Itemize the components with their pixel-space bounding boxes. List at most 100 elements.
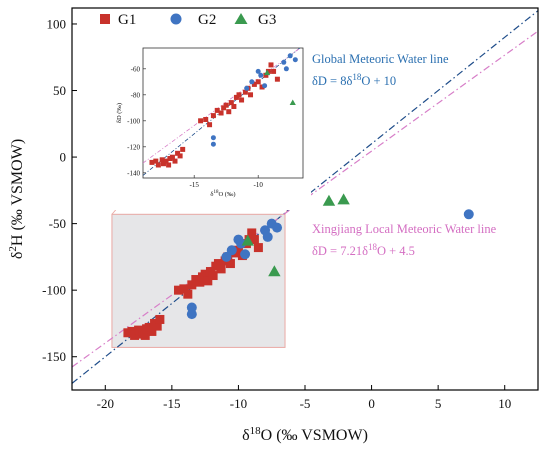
point-g3	[268, 265, 281, 277]
lmwl-equation: δD = 7.21δ18O + 4.5	[312, 242, 415, 258]
inset-point-g2	[210, 141, 216, 147]
y-tick-label: -50	[49, 216, 66, 231]
gmwl-annotation: Global Meteoric Water line δD = 8δ18O + …	[312, 52, 449, 88]
inset-point-g1	[177, 153, 183, 159]
inset-point-g1	[149, 159, 155, 165]
inset-point-g3	[264, 69, 271, 76]
inset-point-g1	[214, 107, 220, 113]
inset-point-g1	[263, 72, 269, 78]
point-g1	[183, 289, 193, 299]
inset-point-g1	[172, 158, 178, 164]
inset-point-g1	[163, 158, 169, 164]
x-tick-label: -20	[97, 396, 114, 411]
point-g2	[240, 249, 251, 260]
inset-point-g1	[169, 154, 175, 160]
point-g1	[233, 245, 243, 255]
inset-point-g1	[175, 150, 181, 156]
point-g2	[463, 209, 474, 220]
inset-point-g2	[210, 135, 216, 141]
inset-point-g1	[221, 105, 227, 111]
lmwl-line	[72, 30, 538, 368]
inset-gmwl-line	[143, 48, 301, 176]
inset-point-g1	[251, 81, 257, 87]
point-g1	[174, 285, 184, 295]
inset-lmwl-line	[143, 48, 301, 164]
y-tick-label: 50	[53, 83, 66, 98]
inset-point-g1	[180, 146, 186, 152]
inset-point-g2	[255, 68, 261, 74]
point-g1	[249, 235, 259, 245]
inset-point-g2	[281, 59, 287, 65]
point-g2	[186, 309, 197, 320]
inset-point-g2	[287, 53, 293, 59]
x-tick-label: -10	[230, 396, 247, 411]
inset-point-g2	[262, 83, 268, 89]
point-g2	[272, 222, 283, 233]
inset-y-tick-label: -100	[127, 117, 140, 125]
point-g3	[241, 234, 254, 246]
lmwl-label: Xingjiang Local Meteoric Water line	[312, 222, 497, 236]
inset-point-g1	[268, 62, 274, 68]
point-g1	[208, 271, 218, 281]
point-g1	[200, 269, 210, 279]
legend-marker-g3	[234, 13, 248, 24]
point-g1	[152, 321, 162, 331]
legend-marker-g1	[100, 14, 110, 24]
inset-y-tick-label: -60	[131, 65, 141, 73]
point-g2	[262, 231, 273, 242]
inset-point-g1	[239, 97, 245, 103]
inset-x-tick-label: -10	[254, 181, 264, 189]
inset-point-g1	[153, 158, 159, 164]
x-tick-label: -15	[163, 396, 180, 411]
point-g1	[179, 284, 189, 294]
inset-point-g1	[259, 84, 265, 90]
inset-point-g2	[258, 72, 264, 78]
point-g1	[155, 314, 165, 324]
inset-point-g1	[265, 68, 271, 74]
point-g1	[147, 326, 157, 336]
water-lines	[72, 10, 538, 384]
x-tick-label: 10	[498, 396, 511, 411]
gmwl-line	[72, 10, 538, 384]
inset-x-tick-label: -15	[190, 181, 200, 189]
inset-point-g1	[166, 162, 172, 168]
legend-label-g1: G1	[118, 12, 136, 28]
inset-content	[143, 48, 301, 176]
legend-label-g3: G3	[258, 12, 276, 28]
inset-point-g1	[198, 118, 204, 124]
x-axis-title: δ18O (‰ VSMOW)	[242, 425, 368, 444]
inset-point-g1	[271, 68, 277, 74]
point-g1	[253, 243, 263, 253]
lmwl-annotation: Xingjiang Local Meteoric Water line δD =…	[312, 222, 497, 258]
point-g3	[337, 193, 350, 205]
inset-point-g1	[233, 94, 239, 100]
point-g2	[226, 245, 237, 256]
data-points	[123, 193, 474, 340]
point-g1	[130, 330, 140, 340]
inset-point-g1	[210, 113, 216, 119]
y-axis-title: δ2H (‰ VSMOW)	[7, 139, 26, 259]
point-g1	[216, 264, 226, 274]
x-tick-label: 0	[368, 396, 375, 411]
inset-plot: -15 -10 -140 -120 -100 -80 -60 δ18O (‰) δD (‰)	[115, 40, 311, 210]
inset-point-g2	[249, 79, 255, 85]
y-tick-label: 0	[60, 150, 67, 165]
inset-y-axis-title: δD (‰)	[116, 103, 123, 123]
point-g1	[213, 259, 223, 269]
inset-x-axis-title: δ18O (‰)	[210, 190, 235, 198]
point-g1	[195, 277, 205, 287]
x-tick-label: 5	[435, 396, 442, 411]
point-g2	[236, 238, 247, 249]
gmwl-label: Global Meteoric Water line	[312, 52, 449, 66]
inset-point-g2	[292, 57, 298, 63]
inset-y-tick-label: -120	[127, 143, 140, 151]
inset-point-g2	[283, 66, 289, 72]
point-g2	[221, 251, 232, 262]
y-tick-label: -100	[42, 283, 66, 298]
inset-point-g1	[255, 79, 261, 85]
inset-point-g1	[203, 117, 209, 122]
y-tick-label: 100	[47, 16, 67, 31]
y-tick-label: -150	[42, 349, 66, 364]
